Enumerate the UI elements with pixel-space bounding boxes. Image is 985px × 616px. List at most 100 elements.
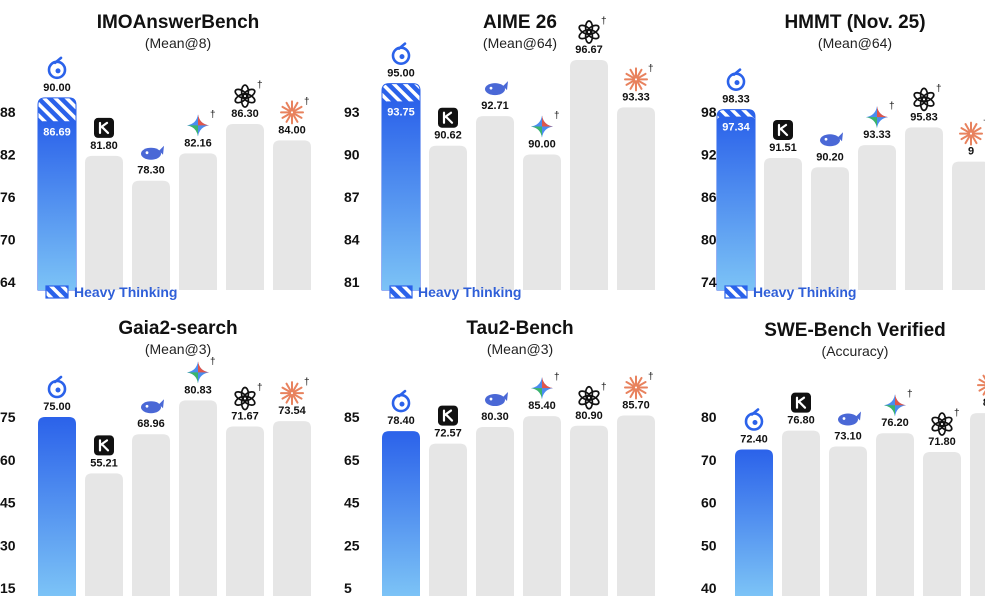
deepseek-icon [141, 399, 164, 414]
chart-subtitle: (Mean@8) [145, 35, 211, 51]
bar-value-label: 78.40 [387, 415, 415, 427]
chart-subtitle: (Mean@64) [818, 35, 892, 51]
y-tick-label: 74 [701, 274, 717, 290]
y-tick-label: 98 [701, 104, 717, 120]
bar-openai [570, 425, 608, 596]
claude-icon [959, 121, 983, 146]
bar-value-label: 90.00 [528, 139, 556, 151]
dagger-mark: † [601, 16, 607, 27]
dagger-mark: † [954, 408, 960, 419]
chart-subtitle: (Mean@64) [483, 35, 557, 51]
y-tick-label: 80 [701, 232, 717, 248]
bar-deepseek [132, 434, 170, 596]
bar-longcat [735, 449, 773, 596]
bar-openai [226, 124, 264, 291]
heavy-legend-label: Heavy Thinking [418, 284, 521, 300]
y-tick-label: 45 [344, 495, 360, 511]
gemini-icon [187, 114, 209, 137]
bar-value-label: 81.80 [90, 140, 118, 152]
kimi-icon [94, 435, 114, 456]
bar-claude [273, 421, 311, 596]
bar-value-label: 90.62 [434, 130, 462, 142]
y-tick-label: 81 [344, 274, 360, 290]
heavy-legend-swatch [724, 285, 748, 299]
bar-longcat-base [382, 101, 420, 290]
y-tick-label: 40 [701, 580, 717, 596]
y-tick-label: 87 [344, 189, 360, 205]
dagger-mark: † [889, 101, 895, 112]
y-tick-label: 5 [344, 580, 352, 596]
bar-value-label: 80.90 [575, 410, 603, 422]
dagger-mark: † [601, 382, 607, 393]
y-tick-label: 15 [0, 580, 16, 596]
y-tick-label: 92 [701, 147, 717, 163]
chart-title: IMOAnswerBench [97, 12, 260, 33]
chart-title: Tau2-Bench [466, 318, 573, 339]
longcat-icon [391, 42, 411, 65]
chart-title: Gaia2-search [118, 318, 237, 339]
dagger-mark: † [936, 83, 942, 94]
bar-value-label: 55.21 [90, 457, 118, 469]
deepseek-icon [485, 81, 508, 96]
dagger-mark: † [304, 377, 310, 388]
bar-claude [617, 107, 655, 290]
bar-claude [273, 140, 311, 290]
bar-value-label: 90.00 [43, 82, 71, 94]
bar-value-label: 68.96 [137, 418, 165, 430]
bar-value-label: 90.20 [816, 151, 844, 163]
dagger-mark: † [210, 356, 216, 367]
longcat-icon [726, 68, 746, 91]
bar-value-label: 80.83 [184, 384, 212, 396]
bar-gemini [179, 153, 217, 290]
heavy-legend-label: Heavy Thinking [753, 284, 856, 300]
bar-value-label: 92.71 [481, 100, 509, 112]
y-tick-label: 86 [701, 189, 717, 205]
bar-value-label: 91.51 [769, 142, 797, 154]
heavy-legend-swatch [389, 285, 413, 299]
claude-icon [977, 374, 985, 396]
bar-value-label: 72.57 [434, 428, 462, 440]
dagger-mark: † [257, 80, 263, 91]
y-tick-label: 50 [701, 537, 717, 553]
y-tick-label: 70 [0, 232, 16, 248]
claude-icon [280, 100, 304, 125]
bar-value-label: 71.80 [928, 436, 956, 448]
chart-subtitle: (Mean@3) [487, 341, 553, 357]
kimi-icon [438, 107, 458, 128]
bar-openai [570, 60, 608, 291]
bar-deepseek [829, 446, 867, 596]
y-tick-label: 90 [344, 147, 360, 163]
heavy-value-label: 93.75 [387, 106, 415, 118]
bar-openai [905, 127, 943, 290]
y-tick-label: 93 [344, 104, 360, 120]
bar-value-label: 76.80 [787, 415, 815, 427]
dagger-mark: † [257, 382, 263, 393]
bar-gemini [876, 433, 914, 596]
bar-deepseek [811, 167, 849, 290]
dagger-mark: † [648, 372, 654, 383]
y-tick-label: 76 [0, 189, 16, 205]
claude-icon [280, 381, 304, 406]
gemini-icon [884, 394, 906, 417]
deepseek-icon [485, 392, 508, 407]
bar-value-label: 71.67 [231, 410, 259, 422]
dagger-mark: † [210, 109, 216, 120]
openai-icon [578, 385, 600, 410]
bar-claude [970, 413, 985, 596]
openai-icon [931, 412, 953, 436]
y-tick-label: 45 [0, 495, 16, 511]
bar-deepseek [476, 116, 514, 290]
y-tick-label: 60 [701, 495, 717, 511]
claude-icon [624, 67, 648, 92]
y-tick-label: 70 [701, 452, 717, 468]
y-tick-label: 25 [344, 537, 360, 553]
bar-gemini [858, 145, 896, 290]
chart-title: AIME 26 [483, 12, 557, 33]
dagger-mark: † [907, 389, 913, 400]
dagger-mark: † [648, 63, 654, 74]
bar-value-label: 86.30 [231, 108, 259, 120]
bar-value-label: 85.70 [622, 400, 650, 412]
y-tick-label: 65 [344, 452, 360, 468]
bar-value-label: 80.30 [481, 411, 509, 423]
bar-value-label: 95.83 [910, 111, 938, 123]
